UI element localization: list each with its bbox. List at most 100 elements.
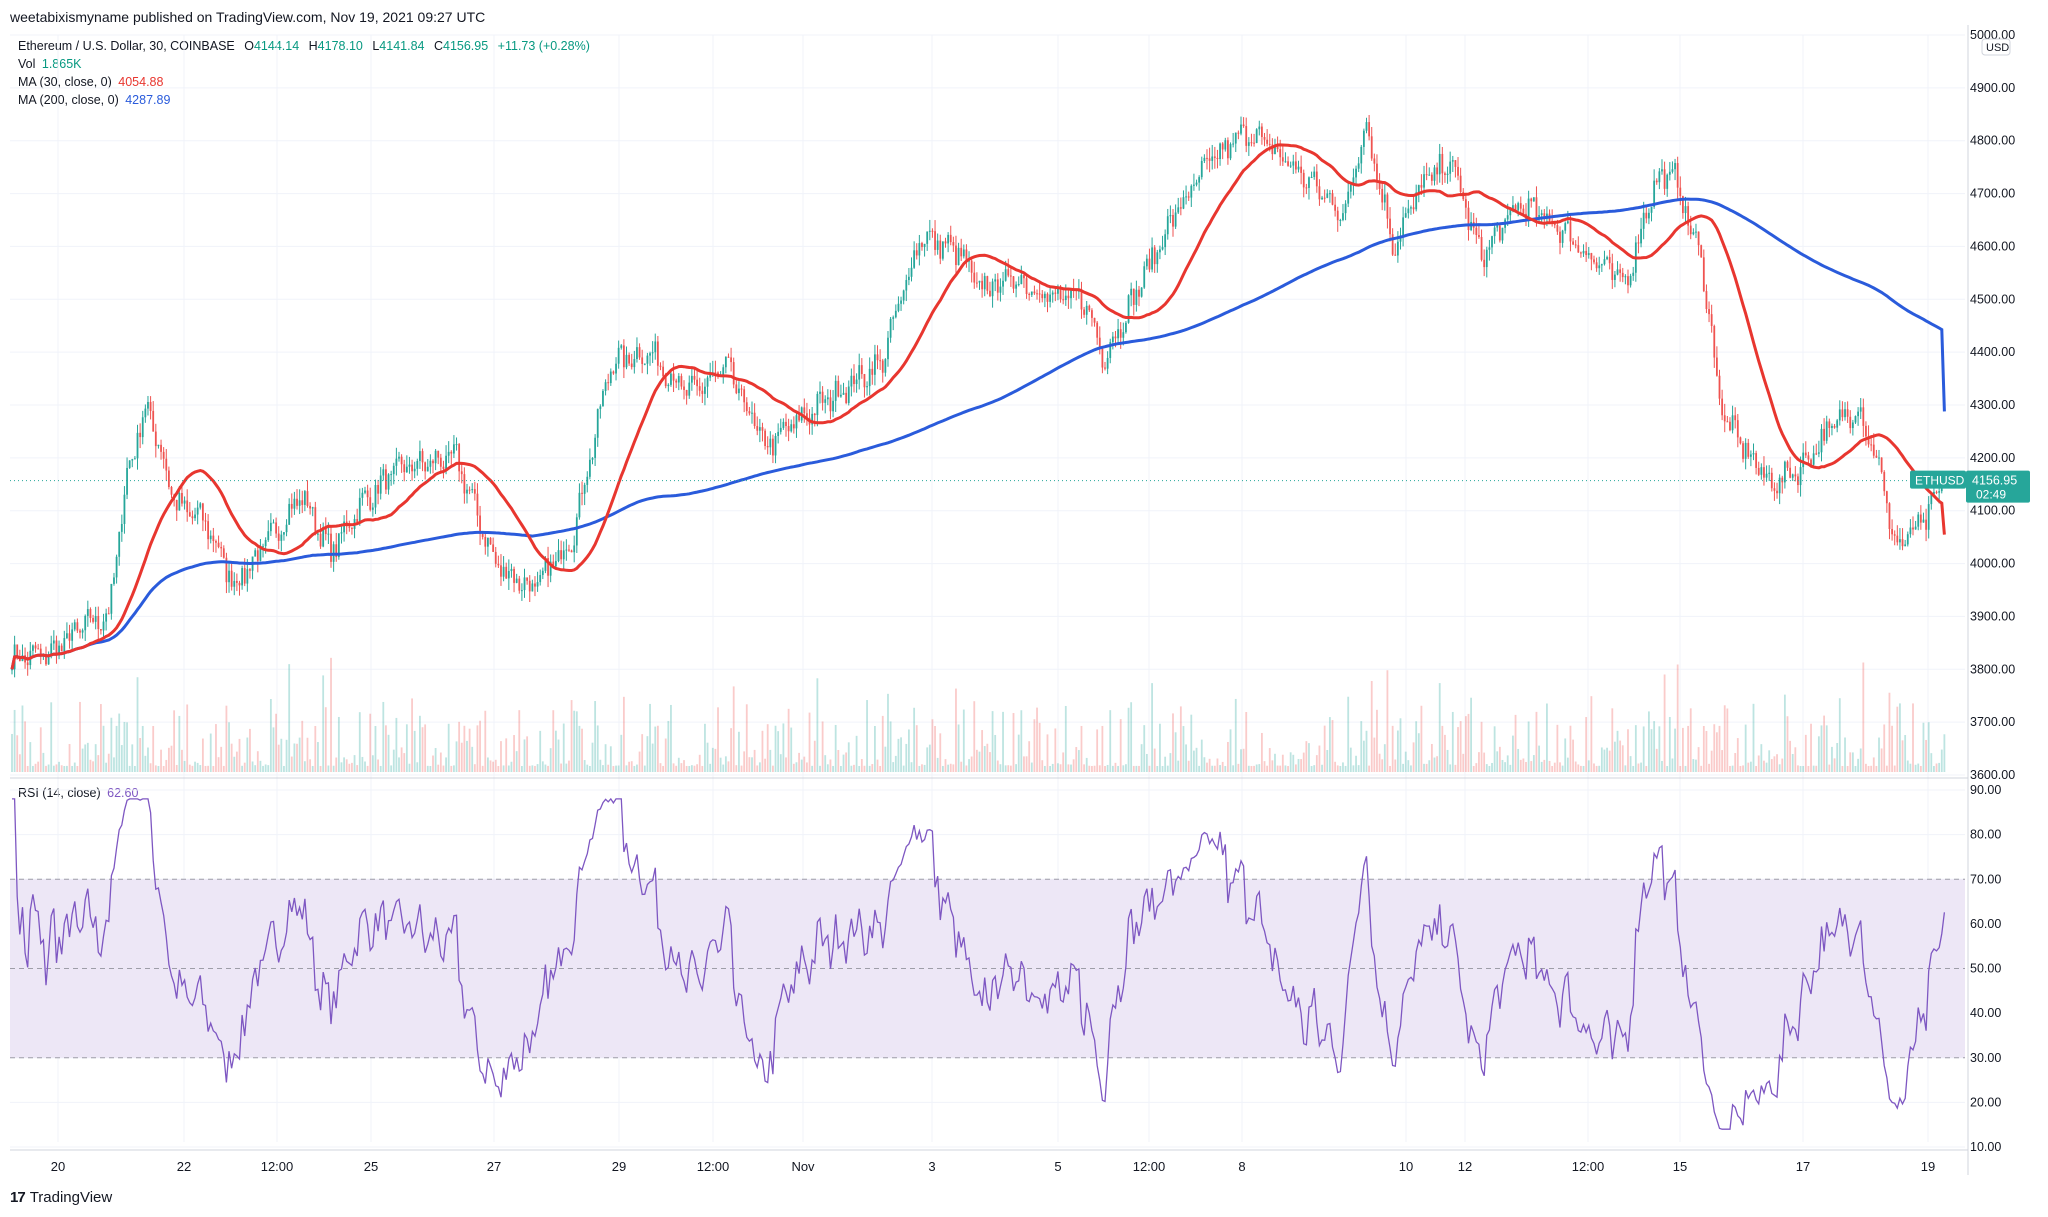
volume-bar [1219,765,1221,772]
volume-bar [892,762,895,772]
volume-bar [1020,710,1023,772]
candle-body [570,550,573,553]
tradingview-logo[interactable]: 17 TradingView [10,1189,112,1206]
candle-body [215,541,217,543]
volume-bar [489,760,492,772]
volume-bar [76,765,79,772]
volume-bar [356,765,359,772]
candle-body [534,583,536,587]
candle-body [207,521,210,540]
time-axis[interactable]: 20 22 12:00 25 27 29 12:00 Nov 3 5 12:00 8 10 12 12:00… [51,1159,1935,1174]
candle-body [1645,212,1648,219]
candle-body [688,382,691,396]
candle-body [515,578,518,583]
volume-bar [615,765,617,772]
volume-bar [1478,752,1480,772]
volume-bar [1287,765,1289,772]
candle-body [1846,409,1849,417]
price-axis[interactable]: 5000.00USD4900.004800.004700.004600.0045… [1970,28,2015,782]
volume-bar [1015,764,1018,772]
ma30-legend[interactable]: MA (30, close, 0) 4054.88 [18,75,163,89]
volume-bar [578,725,581,772]
volume-bar [1637,763,1640,772]
volume-bar [1770,759,1773,772]
volume-bar [183,760,186,772]
volume-bar [222,765,225,772]
candle-body [120,523,123,532]
candle-body [1467,207,1470,231]
candle-body [170,487,173,495]
volume-bar [1901,740,1904,772]
candle-body [47,656,50,665]
volume-bar [1483,752,1486,772]
time-tick: 12:00 [1133,1159,1166,1174]
candle-body [314,507,317,535]
rsi-axis[interactable]: 90.0080.0070.0060.0050.0040.0030.0020.00… [1970,783,2001,1154]
candle-body [1195,182,1198,185]
candle-body [306,491,309,506]
volume-bar [288,664,291,772]
volume-bar [1441,725,1444,772]
candle-body [999,286,1002,293]
candle-body [816,393,819,416]
volume-bar [1624,765,1627,772]
candle-body [212,535,215,542]
candle-body [79,630,81,633]
volume-bar [1676,664,1679,772]
candle-body [562,550,565,560]
volume-bar [453,765,455,772]
candle-body [228,570,230,583]
volume-bar [651,743,654,772]
candle-body [157,444,160,447]
candle-body [442,466,445,469]
candle-body [1804,452,1807,456]
candle-body [351,527,353,529]
volume-bar [795,762,798,772]
candle-body [416,460,419,469]
candle-body [1190,185,1193,198]
ma200-legend[interactable]: MA (200, close, 0) 4287.89 [18,93,170,107]
candle-body [1773,488,1776,491]
candle-body [1658,171,1661,183]
time-tick: 10 [1399,1159,1413,1174]
candle-body [1783,461,1786,483]
candle-body [1357,163,1360,169]
volume-bar [233,756,236,772]
change-value: +11.73 (+0.28%) [497,39,590,53]
vol-legend[interactable]: Vol 1.865K [18,57,82,71]
volume-bar [798,752,800,772]
volume-bar [1211,765,1214,772]
candle-body [1127,295,1130,323]
volume-bar [201,738,204,772]
volume-bar [1909,763,1912,772]
candle-body [1033,291,1036,294]
volume-bar [340,762,343,772]
volume-bar [863,765,866,772]
candle-body [526,577,529,581]
candle-body [528,580,531,592]
volume-bar [1731,765,1734,772]
candle-body [769,438,772,448]
candle-body [411,464,413,472]
candle-body [1927,504,1930,530]
volume-bar [536,764,539,772]
volume-bar [599,759,602,772]
candle-body [55,640,58,656]
candle-body [1624,276,1627,278]
volume-bar [711,747,714,772]
published-line: weetabixismyname published on TradingVie… [10,9,486,25]
candle-body [1611,263,1614,280]
candle-body [677,376,680,383]
candle-body [915,250,918,256]
volume-bar [1538,745,1540,772]
rsi-band-fill [10,879,1965,1058]
volume-bar [1671,758,1674,772]
symbol-legend[interactable]: Ethereum / U.S. Dollar, 30, COINBASE O41… [18,39,590,53]
candle-body [1208,158,1211,161]
volume-bar [1227,741,1229,772]
volume-bar [1773,756,1776,772]
volume-bar [1582,765,1585,772]
candle-body [264,540,267,547]
volume-bar [220,746,223,772]
